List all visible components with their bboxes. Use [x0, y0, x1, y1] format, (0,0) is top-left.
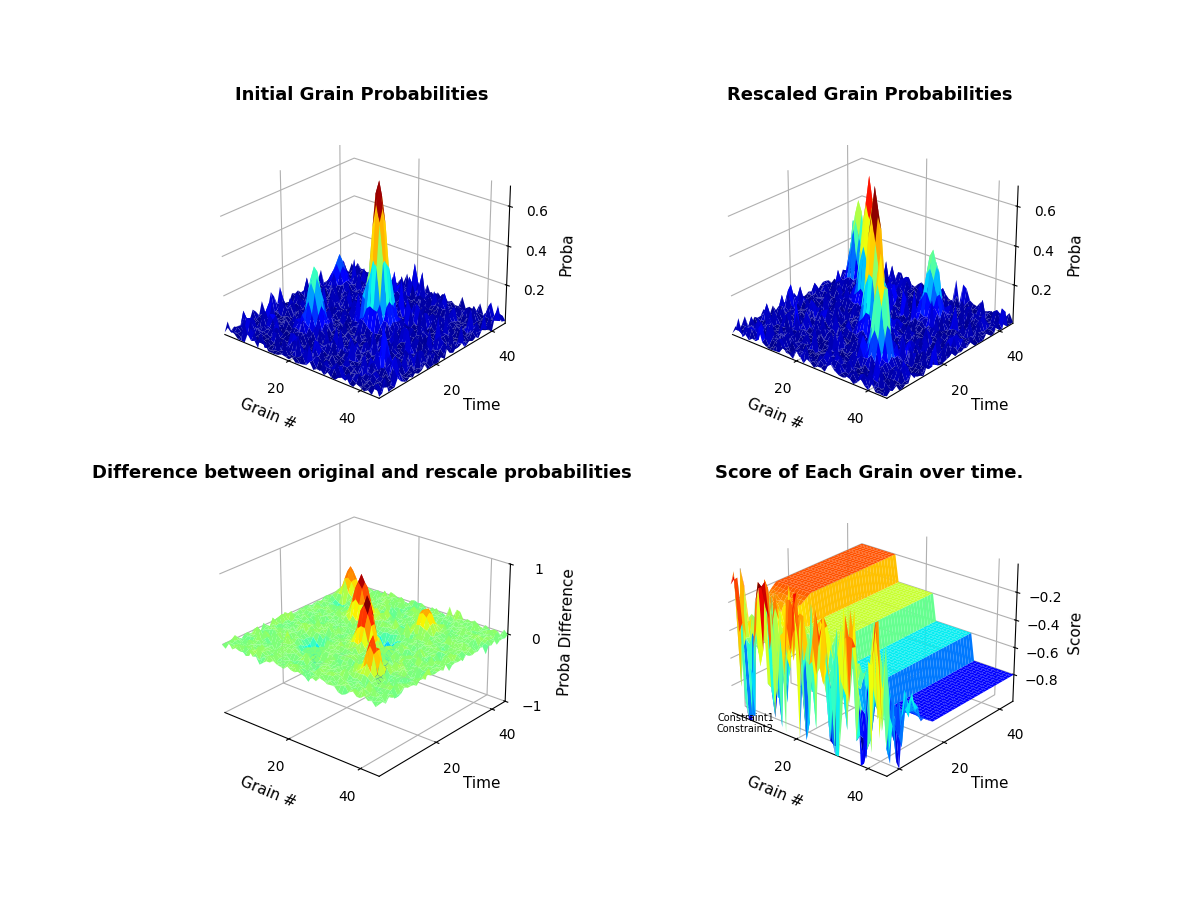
- Title: Score of Each Grain over time.: Score of Each Grain over time.: [715, 464, 1023, 482]
- X-axis label: Grain #: Grain #: [238, 774, 298, 811]
- Y-axis label: Time: Time: [970, 398, 1008, 412]
- X-axis label: Grain #: Grain #: [238, 396, 298, 433]
- Y-axis label: Time: Time: [970, 776, 1008, 790]
- Title: Difference between original and rescale probabilities: Difference between original and rescale …: [91, 464, 632, 482]
- Title: Initial Grain Probabilities: Initial Grain Probabilities: [235, 86, 489, 104]
- X-axis label: Grain #: Grain #: [746, 396, 806, 433]
- Y-axis label: Time: Time: [462, 776, 501, 790]
- X-axis label: Grain #: Grain #: [746, 774, 806, 811]
- Title: Rescaled Grain Probabilities: Rescaled Grain Probabilities: [727, 86, 1012, 104]
- Y-axis label: Time: Time: [462, 398, 501, 412]
